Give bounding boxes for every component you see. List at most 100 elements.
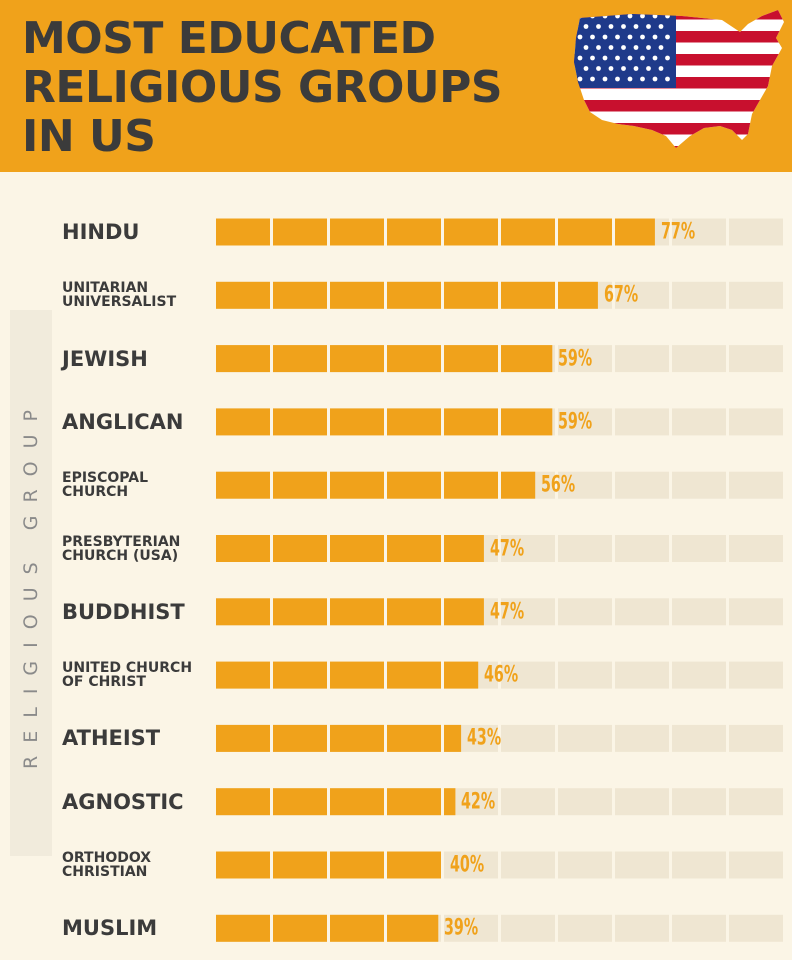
category-label-4: ANGLICAN xyxy=(62,410,212,434)
bar-fill-7 xyxy=(216,598,270,626)
bar-track-segment xyxy=(615,788,669,816)
bar-track-segment xyxy=(501,851,555,879)
bar-fill-4 xyxy=(330,408,384,436)
bar-track-segment xyxy=(501,724,555,752)
bar-track-segment xyxy=(444,851,498,879)
bar-fill-6 xyxy=(330,535,384,562)
bar-fill-2 xyxy=(444,281,498,309)
bar-fill-6 xyxy=(216,535,270,562)
bar-fill-7 xyxy=(387,598,441,626)
bar-track-segment xyxy=(729,535,783,562)
bar-fill-5 xyxy=(444,471,498,499)
bar-fill-11 xyxy=(330,851,384,879)
bar-track-segment xyxy=(672,598,726,626)
bar-fill-3 xyxy=(216,345,270,373)
bar-fill-4 xyxy=(387,408,441,436)
category-label-line: ATHEIST xyxy=(62,726,161,751)
bar-track-segment xyxy=(672,218,726,246)
bar-track-segment xyxy=(672,281,726,309)
value-label-4: 59% xyxy=(558,409,593,435)
bar-track-segment xyxy=(615,281,669,309)
category-label-line: UNITED CHURCH xyxy=(62,660,193,677)
category-label-2: UNITARIAN UNIVERSALIST xyxy=(62,281,222,309)
bar-track-segment xyxy=(615,851,669,879)
bar-fill-8 xyxy=(387,661,441,689)
bar-fill-11 xyxy=(273,851,327,879)
category-label-6: PRESBYTERIAN CHURCH (USA) xyxy=(62,535,222,563)
bar-fill-12 xyxy=(387,914,439,942)
bar-track-segment xyxy=(729,724,783,752)
bar-fill-4 xyxy=(273,408,327,436)
value-label-10: 42% xyxy=(461,789,496,815)
category-label-line: UNIVERSALIST xyxy=(62,294,177,311)
bar-track-segment xyxy=(558,345,612,373)
title-line-1: MOST EDUCATED xyxy=(22,13,436,64)
bar-track-segment xyxy=(501,598,555,626)
bar-fill-3 xyxy=(444,345,498,373)
category-label-line: OF CHRIST xyxy=(62,674,146,691)
title-line-3: IN US xyxy=(22,111,156,162)
value-label-11: 40% xyxy=(450,852,485,878)
bar-track-segment xyxy=(615,598,669,626)
bar-track-segment xyxy=(558,471,612,499)
bar-track-segment xyxy=(615,345,669,373)
category-label-5: EPISCOPAL CHURCH xyxy=(62,471,222,499)
category-label-line: JEWISH xyxy=(62,346,148,371)
bar-fill-8 xyxy=(444,661,479,689)
bar-fill-7 xyxy=(330,598,384,626)
bar-fill-8 xyxy=(273,661,327,689)
bar-fill-4 xyxy=(444,408,498,436)
bar-track-segment xyxy=(558,598,612,626)
bar-fill-1 xyxy=(558,218,612,246)
bar-fill-10 xyxy=(444,788,456,816)
category-label-line: CHURCH (USA) xyxy=(62,547,179,564)
page-title: MOST EDUCATED RELIGIOUS GROUPS IN US xyxy=(22,13,503,162)
bar-fill-7 xyxy=(273,598,327,626)
bar-fill-12 xyxy=(273,914,327,942)
bar-track-segment xyxy=(672,851,726,879)
value-label-2: 67% xyxy=(603,282,639,308)
bar-fill-1 xyxy=(273,218,327,246)
bar-track-segment xyxy=(729,345,783,373)
bar-track-segment xyxy=(672,724,726,752)
bar-fill-1 xyxy=(330,218,384,246)
bar-fill-8 xyxy=(330,661,384,689)
bar-fill-1 xyxy=(615,218,655,246)
bar-fill-10 xyxy=(216,788,270,816)
category-label-line: HINDU xyxy=(62,220,140,244)
category-label-7: BUDDHIST xyxy=(62,600,212,624)
bar-fill-2 xyxy=(558,281,598,309)
y-axis-panel xyxy=(10,310,52,856)
bar-fill-5 xyxy=(216,471,270,499)
bar-track-segment xyxy=(672,345,726,373)
bar-track-segment xyxy=(729,598,783,626)
value-label-5: 56% xyxy=(541,472,576,498)
category-label-10: AGNOSTIC xyxy=(62,790,212,814)
title-line-2: RELIGIOUS GROUPS xyxy=(22,62,503,113)
bar-track-segment xyxy=(729,661,783,689)
bar-fill-9 xyxy=(387,724,441,752)
bar-track-segment xyxy=(672,788,726,816)
bar-fill-2 xyxy=(273,281,327,309)
bar-track-segment xyxy=(558,661,612,689)
bar-fill-2 xyxy=(330,281,384,309)
value-label-1: 77% xyxy=(660,219,696,245)
bar-fill-11 xyxy=(387,851,441,879)
bar-fill-9 xyxy=(444,724,462,752)
header-banner: MOST EDUCATED RELIGIOUS GROUPS IN US xyxy=(0,0,792,172)
bar-fill-2 xyxy=(216,281,270,309)
bar-fill-6 xyxy=(273,535,327,562)
category-label-line: PRESBYTERIAN xyxy=(62,533,181,550)
bar-track-segment xyxy=(672,471,726,499)
bar-fill-9 xyxy=(216,724,270,752)
bar-track-segment xyxy=(672,914,726,942)
bar-track-segment xyxy=(729,218,783,246)
bar-fill-2 xyxy=(387,281,441,309)
bar-track-segment xyxy=(672,408,726,436)
category-label-line: AGNOSTIC xyxy=(62,789,184,814)
category-label-12: MUSLIM xyxy=(62,916,212,940)
category-label-line: CHRISTIAN xyxy=(62,864,148,880)
bar-track-segment xyxy=(672,661,726,689)
bar-fill-6 xyxy=(444,535,484,562)
